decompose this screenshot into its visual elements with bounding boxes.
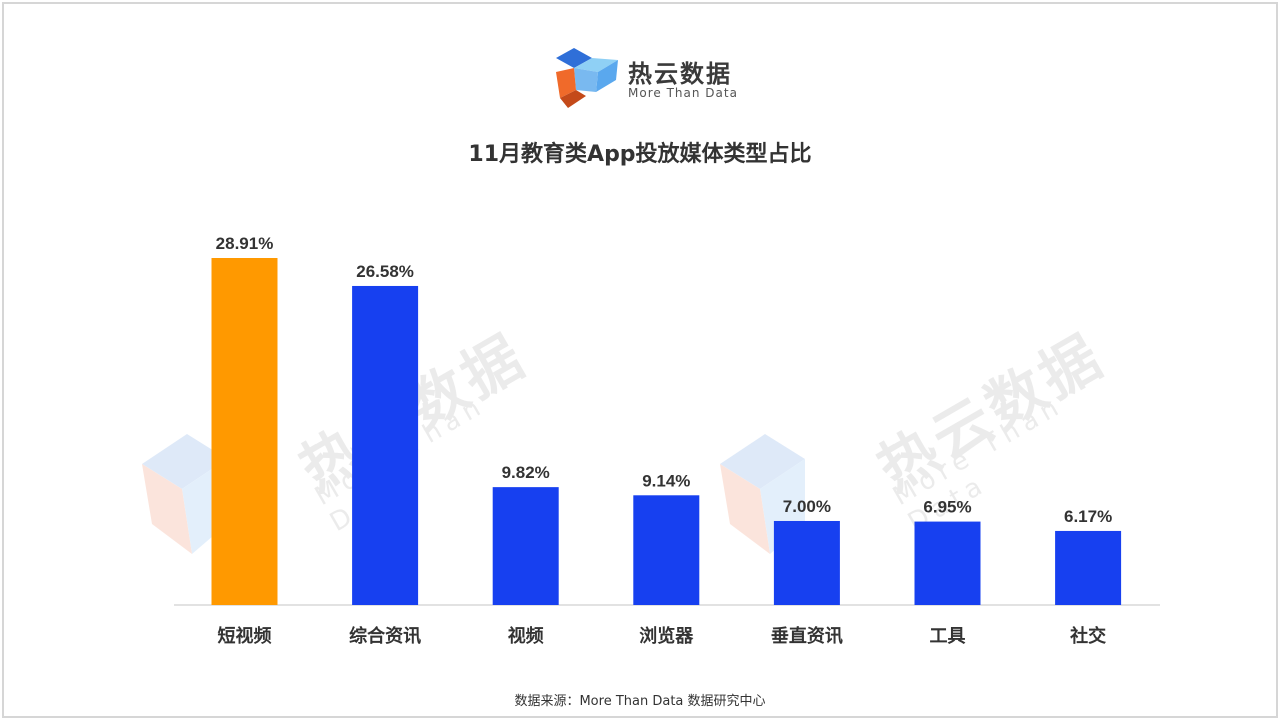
bar-value-label-3: 9.14% [642, 471, 690, 490]
cube-logo-icon [556, 48, 618, 108]
category-label-4: 垂直资讯 [771, 625, 843, 647]
data-source-note: 数据来源：More Than Data 数据研究中心 [514, 694, 766, 709]
category-label-5: 工具 [930, 626, 966, 647]
category-label-0: 短视频 [218, 625, 272, 647]
brand-tagline: More Than Data [628, 86, 738, 100]
brand-name: 热云数据 [628, 60, 732, 88]
bar-value-label-5: 6.95% [923, 498, 971, 517]
category-label-3: 浏览器 [639, 625, 694, 647]
watermark-logo-icon [720, 434, 805, 554]
category-label-2: 视频 [508, 625, 544, 647]
bar-3 [633, 495, 700, 605]
category-label-1: 综合资讯 [349, 625, 421, 647]
bar-value-label-0: 28.91% [216, 234, 274, 253]
bar-1 [352, 285, 419, 605]
category-label-6: 社交 [1070, 625, 1106, 647]
brand-logo: 热云数据 More Than Data [552, 46, 752, 112]
chart-title: 11月教育类App投放媒体类型占比 [468, 142, 812, 167]
bar-2 [492, 487, 559, 605]
bar-0 [211, 258, 278, 605]
bar-4 [773, 520, 840, 605]
bar-6 [1055, 530, 1122, 605]
bar-value-label-4: 7.00% [783, 497, 831, 516]
watermark-right: 热云数据 More Than Data [710, 264, 1130, 564]
bar-value-label-1: 26.58% [356, 262, 414, 281]
bar-5 [914, 521, 981, 605]
bar-value-label-6: 6.17% [1064, 507, 1112, 526]
bar-value-label-2: 9.82% [502, 463, 550, 482]
